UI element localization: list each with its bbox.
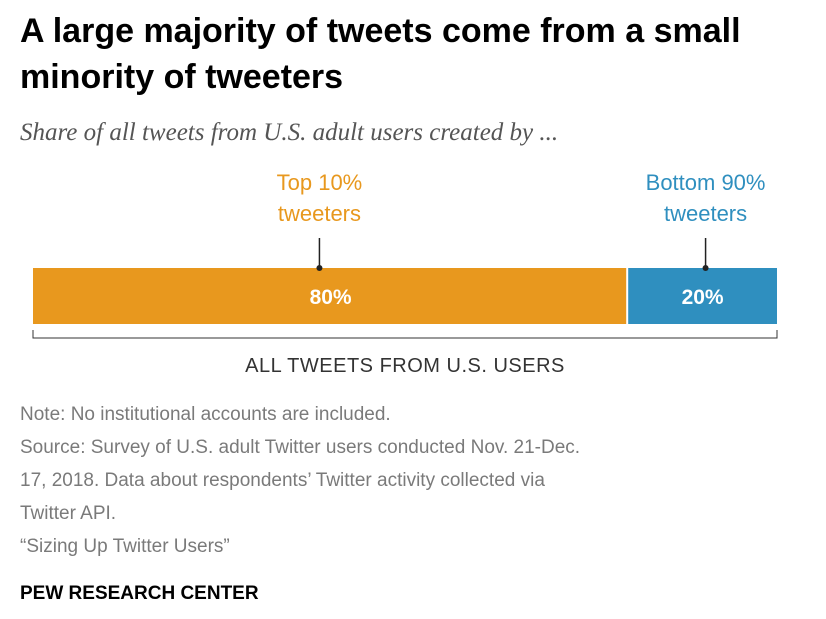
chart-notes: Note: No institutional accounts are incl… <box>20 398 810 563</box>
report-title: “Sizing Up Twitter Users” <box>20 536 230 557</box>
x-axis-bracket <box>32 330 778 339</box>
category-label-2: Bottom 90% tweeters <box>646 170 766 226</box>
value-label-1: 80% <box>310 286 352 309</box>
bar-segment-2 <box>628 268 777 324</box>
brand-name: PEW RESEARCH CENTER <box>20 583 259 604</box>
source-text: Source: Survey of U.S. adult Twitter use… <box>20 437 581 524</box>
category-label-1: Top 10% tweeters <box>277 170 363 226</box>
bar-segment-1 <box>33 268 627 324</box>
chart-subtitle: Share of all tweets from U.S. adult user… <box>20 119 559 146</box>
leader-dot-2 <box>702 265 709 271</box>
chart-title: A large majority of tweets come from a s… <box>20 12 741 96</box>
x-axis-label: ALL TWEETS FROM U.S. USERS <box>245 355 565 377</box>
leader-dot-1 <box>316 265 323 271</box>
note-text: Note: No institutional accounts are incl… <box>20 404 391 425</box>
value-label-2: 20% <box>682 286 724 309</box>
